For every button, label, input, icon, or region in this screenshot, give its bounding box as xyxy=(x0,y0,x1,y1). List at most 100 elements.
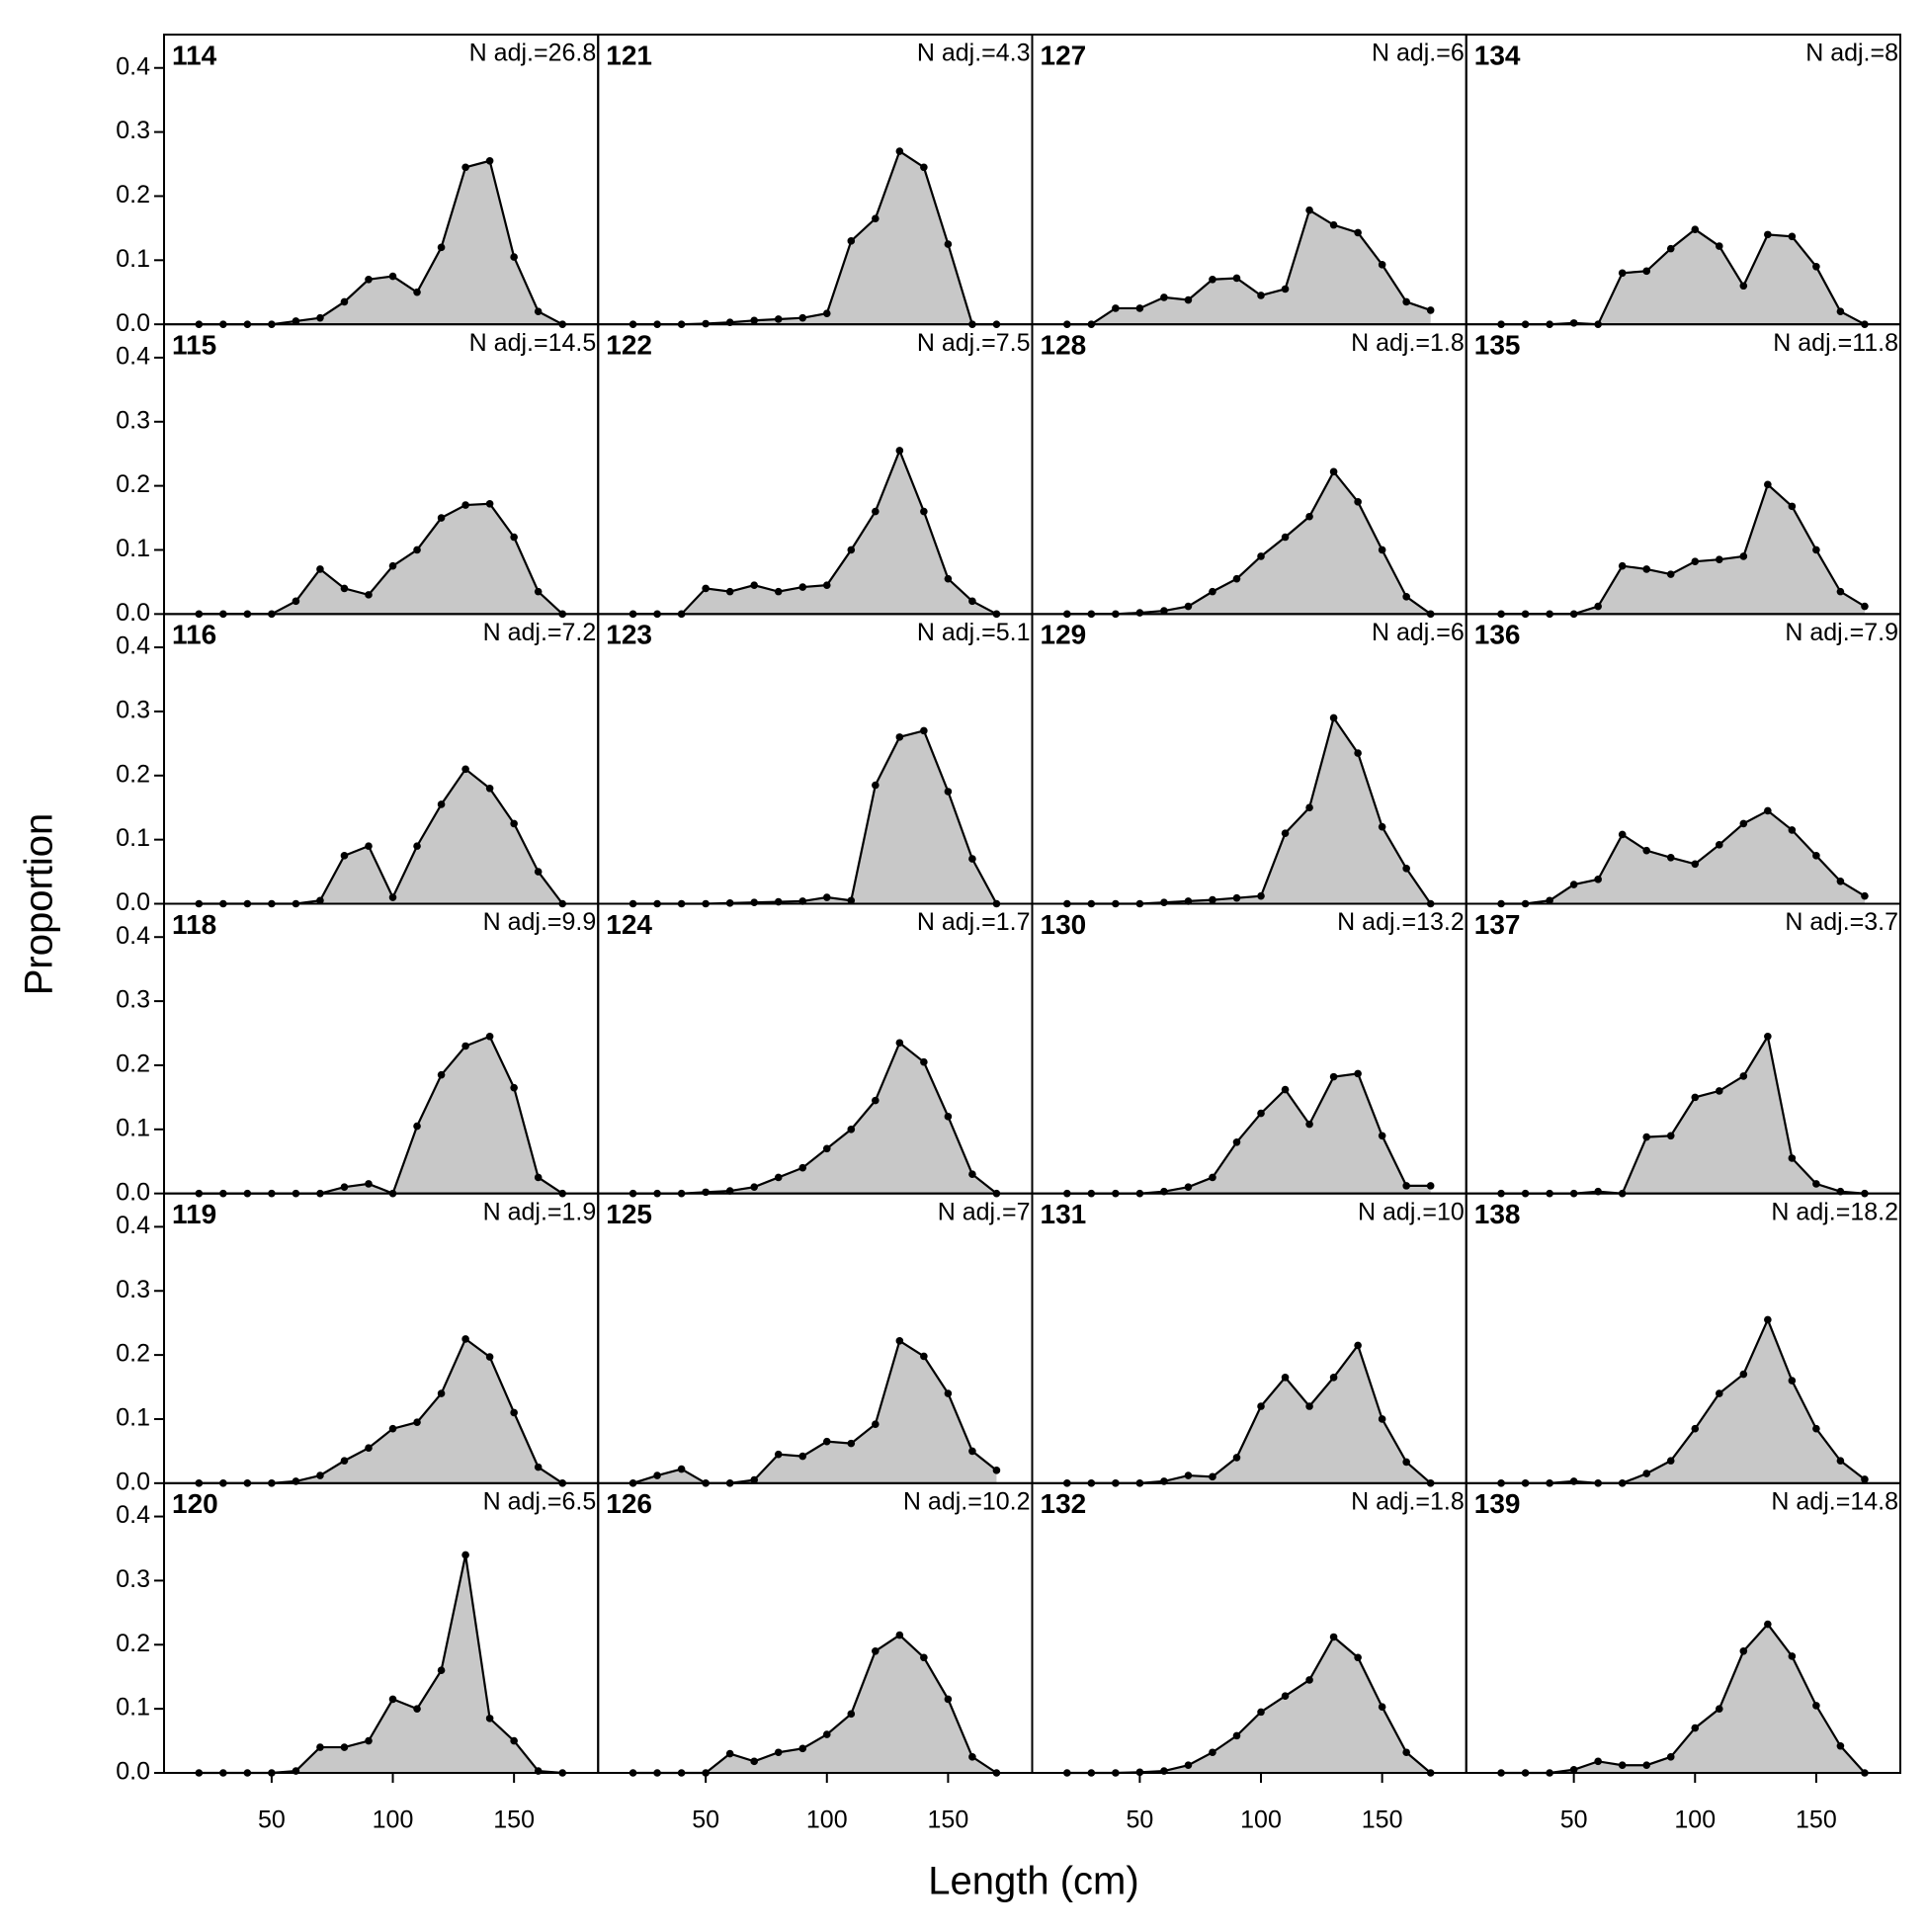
data-point xyxy=(968,1752,976,1761)
data-point xyxy=(1788,232,1797,241)
data-point xyxy=(316,896,324,905)
data-point xyxy=(316,1471,324,1479)
data-point xyxy=(1788,1377,1797,1385)
data-point xyxy=(1764,230,1772,239)
area-fill xyxy=(632,1043,997,1194)
data-point xyxy=(1836,587,1845,596)
data-point xyxy=(510,1736,518,1745)
data-point xyxy=(1402,297,1410,306)
panel-title: 131 xyxy=(1041,1199,1087,1229)
data-point xyxy=(750,1475,758,1484)
data-point xyxy=(1135,304,1144,312)
data-point xyxy=(1715,242,1723,250)
panel-frame xyxy=(1465,1481,1901,1775)
data-point xyxy=(388,893,397,901)
data-point xyxy=(872,1096,880,1105)
data-point xyxy=(1666,854,1675,862)
data-point xyxy=(437,1070,446,1079)
panel-title: 123 xyxy=(606,620,652,650)
data-point xyxy=(798,1163,807,1172)
data-point xyxy=(340,1457,349,1465)
data-point xyxy=(944,1113,953,1121)
data-point xyxy=(365,1736,373,1745)
data-point xyxy=(1739,1370,1748,1379)
data-point xyxy=(1354,749,1362,757)
y-tick-label: 0.0 xyxy=(116,1178,150,1206)
data-point xyxy=(1764,1315,1772,1324)
area-fill xyxy=(199,1338,563,1483)
y-tick-label: 0.1 xyxy=(116,245,150,273)
data-point xyxy=(798,313,807,322)
data-point xyxy=(895,447,904,455)
y-tick-label: 0.0 xyxy=(116,888,150,916)
area-fill xyxy=(632,730,997,904)
data-point xyxy=(1160,294,1168,301)
data-point xyxy=(1232,574,1241,583)
panel-title: 132 xyxy=(1041,1488,1087,1519)
data-point xyxy=(1402,1182,1410,1190)
data-point xyxy=(1209,1472,1216,1481)
data-point xyxy=(920,1352,928,1361)
data-point xyxy=(1112,304,1120,312)
data-point xyxy=(1329,1633,1338,1641)
area-fill xyxy=(1066,1073,1431,1194)
data-point xyxy=(1715,1087,1723,1095)
data-point xyxy=(944,1695,953,1704)
area-fill xyxy=(1501,484,1865,615)
data-point xyxy=(340,852,349,860)
data-point xyxy=(1232,1137,1241,1146)
data-point xyxy=(461,501,469,509)
data-point xyxy=(1329,467,1338,476)
data-point xyxy=(461,163,469,172)
data-point xyxy=(992,1467,1001,1474)
area-fill xyxy=(632,1340,997,1483)
data-point xyxy=(1184,1471,1193,1479)
data-point xyxy=(750,1757,758,1766)
data-point xyxy=(750,1183,758,1191)
data-point xyxy=(895,1631,904,1639)
panel-subtitle: N adj.=1.7 xyxy=(917,908,1031,936)
area-fill xyxy=(1066,1345,1431,1483)
x-tick-label: 50 xyxy=(1560,1806,1588,1834)
data-point xyxy=(895,147,904,155)
area-fill xyxy=(632,151,997,325)
data-point xyxy=(413,1705,421,1713)
data-point xyxy=(1209,895,1216,904)
panel-subtitle: N adj.=1.8 xyxy=(1351,1487,1465,1515)
data-point xyxy=(485,499,494,508)
data-point xyxy=(1209,1173,1216,1182)
data-point xyxy=(1691,1723,1700,1732)
y-tick-label: 0.4 xyxy=(116,922,150,950)
data-point xyxy=(1281,1374,1290,1382)
data-point xyxy=(1232,893,1241,902)
panel-title: 126 xyxy=(606,1488,652,1519)
data-point xyxy=(968,855,976,863)
data-point xyxy=(365,1444,373,1452)
data-point xyxy=(1305,206,1313,214)
data-point xyxy=(822,893,831,901)
y-tick-label: 0.0 xyxy=(116,309,150,337)
data-point xyxy=(847,546,856,554)
panel-subtitle: N adj.=10.2 xyxy=(903,1487,1031,1515)
panel-subtitle: N adj.=7.2 xyxy=(483,619,597,646)
panel-subtitle: N adj.=8 xyxy=(1805,40,1898,67)
data-point xyxy=(944,240,953,248)
data-point xyxy=(340,297,349,306)
data-point xyxy=(774,1748,783,1757)
data-point xyxy=(437,800,446,808)
y-tick-label: 0.3 xyxy=(116,986,150,1014)
data-point xyxy=(1209,275,1216,284)
data-point xyxy=(365,275,373,284)
panel-frame xyxy=(1031,34,1467,326)
data-point xyxy=(1402,593,1410,601)
x-tick-label: 150 xyxy=(1362,1806,1403,1834)
data-point xyxy=(1715,1705,1723,1713)
data-point xyxy=(822,1730,831,1738)
data-point xyxy=(968,597,976,606)
data-point xyxy=(1546,896,1553,905)
data-point xyxy=(1184,1183,1193,1191)
data-point xyxy=(485,1353,494,1361)
area-fill xyxy=(1501,1036,1865,1194)
panel-frame xyxy=(163,902,600,1195)
